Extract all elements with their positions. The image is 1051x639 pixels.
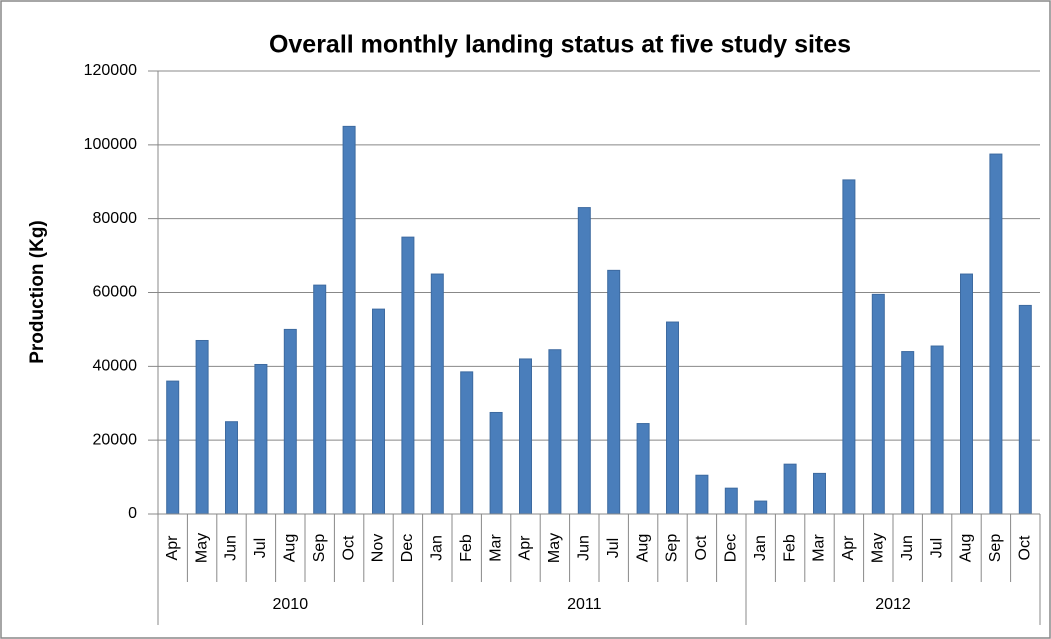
- bar: [607, 269, 621, 515]
- bar: [519, 358, 532, 515]
- bar: [960, 273, 973, 515]
- bar: [842, 179, 856, 515]
- x-tick-label: Sep: [311, 534, 328, 563]
- x-tick-label: Aug: [958, 534, 975, 562]
- bar: [636, 423, 650, 515]
- bar: [489, 411, 503, 515]
- bar: [195, 339, 209, 515]
- bar: [871, 293, 885, 515]
- bar: [577, 207, 591, 515]
- bar: [813, 472, 826, 515]
- bar: [930, 345, 944, 515]
- bar: [313, 284, 327, 515]
- x-tick-label: Oct: [340, 535, 357, 560]
- x-tick-label: May: [193, 533, 210, 563]
- bar: [989, 153, 1003, 515]
- bar: [695, 474, 709, 515]
- x-tick-label: Jul: [605, 538, 622, 558]
- bar: [1018, 304, 1032, 515]
- x-tick-label: Jul: [252, 538, 269, 558]
- bar: [460, 371, 474, 515]
- bar: [754, 500, 768, 515]
- x-tick-label: Sep: [987, 534, 1004, 563]
- x-tick-label: Dec: [399, 534, 416, 562]
- y-tick-label: 20000: [93, 431, 138, 448]
- x-tick-label: Sep: [664, 534, 681, 563]
- x-tick-label: Mar: [487, 534, 504, 562]
- y-tick-label: 0: [128, 505, 137, 522]
- group-label: 2012: [875, 596, 911, 613]
- bar: [225, 421, 238, 515]
- x-tick-label: Apr: [164, 535, 181, 561]
- x-tick-label: Oct: [693, 535, 710, 560]
- x-tick-label: Oct: [1017, 535, 1034, 560]
- bar: [783, 463, 797, 515]
- x-tick-label: Jun: [223, 535, 240, 561]
- x-tick-label: Apr: [517, 535, 534, 561]
- y-axis-label: Production (Kg): [27, 220, 48, 364]
- x-tick-label: Jun: [576, 535, 593, 561]
- x-tick-label: Nov: [370, 534, 387, 562]
- bar: [548, 349, 562, 515]
- x-tick-label: Feb: [781, 534, 798, 562]
- x-tick-label: May: [546, 533, 563, 563]
- bar: [166, 380, 180, 515]
- x-tick-label: Aug: [634, 534, 651, 562]
- x-tick-label: Jul: [928, 538, 945, 558]
- bar: [724, 487, 738, 515]
- x-tick-label: Feb: [458, 534, 475, 562]
- bar: [666, 321, 679, 515]
- x-tick-label: Aug: [282, 534, 299, 562]
- bar: [430, 273, 444, 515]
- bar: [283, 328, 297, 515]
- x-tick-label: May: [870, 533, 887, 563]
- y-tick-label: 100000: [84, 136, 137, 153]
- x-tick-label: Dec: [723, 534, 740, 562]
- bar: [401, 236, 415, 515]
- x-tick-label: Jan: [752, 535, 769, 561]
- x-tick-label: Apr: [840, 535, 857, 561]
- group-label: 2010: [273, 596, 309, 613]
- bar: [901, 351, 915, 515]
- group-label: 2011: [567, 596, 602, 613]
- chart-title: Overall monthly landing status at five s…: [269, 31, 851, 59]
- y-tick-label: 120000: [84, 62, 137, 79]
- y-tick-label: 80000: [93, 210, 138, 227]
- y-tick-label: 60000: [93, 284, 138, 301]
- x-tick-label: Jan: [429, 535, 446, 561]
- bar: [254, 363, 268, 515]
- bar: [342, 125, 356, 515]
- x-tick-label: Mar: [811, 534, 828, 562]
- y-tick-label: 40000: [93, 358, 138, 375]
- bar: [372, 308, 385, 515]
- x-tick-label: Jun: [899, 535, 916, 561]
